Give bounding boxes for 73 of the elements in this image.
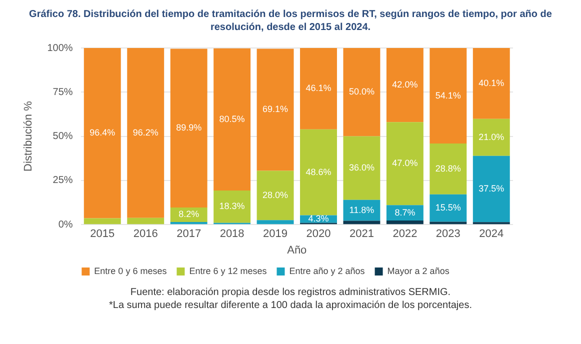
x-tick-label: 2015: [90, 228, 115, 240]
bar: [472, 156, 510, 222]
data-label: 89.9%: [176, 122, 202, 133]
bar: [386, 205, 424, 221]
x-tick-label: 2024: [479, 228, 504, 240]
data-label: 47.0%: [392, 158, 418, 168]
bar: [300, 129, 337, 216]
y-tick-label: 25%: [52, 175, 73, 186]
data-label: 15.5%: [435, 202, 461, 213]
data-label: 18.3%: [219, 201, 245, 212]
data-label: 4.3%: [308, 214, 329, 224]
bar: [343, 48, 380, 136]
bar: [127, 218, 164, 224]
data-label: 28.8%: [435, 163, 461, 174]
bar: [214, 48, 251, 191]
y-axis-title: Distribución %: [22, 100, 35, 172]
bar: [214, 190, 251, 223]
data-label: 8.7%: [394, 207, 416, 218]
data-label: 48.6%: [306, 166, 332, 177]
bar: [430, 194, 467, 222]
bar: [386, 48, 424, 122]
x-tick-label: 2020: [306, 228, 331, 240]
x-tick-label: 2017: [176, 228, 202, 240]
legend-label: Entre 0 y 6 meses: [94, 266, 168, 276]
y-tick-label: 50%: [52, 131, 73, 142]
x-axis-title: Año: [287, 244, 307, 256]
bar: [430, 144, 467, 194]
text: *La suma puede resultar diferente a 100 dada la aproximación de los porcentajes.: [108, 299, 473, 312]
legend-label: Entre año y 2 años: [289, 266, 366, 276]
bar: [127, 48, 164, 218]
x-tick-label: 2021: [349, 228, 374, 240]
bar: [256, 170, 294, 220]
bar: [430, 48, 467, 144]
data-label: 96.4%: [90, 128, 116, 138]
data-label: 11.8%: [349, 204, 374, 215]
data-label: 40.1%: [478, 78, 504, 88]
chart-title: Gráfico 78. Distribución del tiempo de tramitación de los permisos de RT, según rangos de tiempo, por año de resolución, desde el 2015 al 2024.: [28, 8, 553, 34]
data-label: 96.2%: [132, 127, 158, 138]
data-label: 50.0%: [348, 86, 374, 97]
bar: [256, 220, 294, 224]
bar: [343, 220, 380, 224]
legend-label: Entre 6 y 12 meses: [189, 266, 268, 276]
bar: [386, 122, 424, 206]
source-note: Fuente: elaboración propia desde los registros administrativos SERMIG.: [129, 286, 452, 299]
data-label: 42.0%: [392, 80, 418, 90]
y-tick-label: 0%: [58, 219, 73, 230]
y-tick-label: 75%: [52, 86, 73, 98]
data-label: 28.0%: [262, 190, 288, 200]
data-label: 36.0%: [348, 162, 374, 173]
bar: [300, 48, 337, 130]
bar: [170, 222, 208, 224]
bar: [170, 48, 208, 208]
data-label: 69.1%: [262, 104, 288, 114]
bar: [256, 48, 294, 171]
bar: [84, 48, 121, 218]
data-label: 37.5%: [478, 184, 504, 194]
x-tick-label: 2016: [133, 228, 158, 240]
data-label: 54.1%: [435, 90, 461, 100]
bar: [84, 218, 121, 224]
data-label: 46.1%: [306, 83, 332, 94]
data-label: 80.5%: [219, 114, 245, 124]
y-tick-label: 100%: [47, 42, 73, 54]
x-tick-label: 2023: [436, 228, 460, 240]
bar: [472, 48, 510, 119]
legend-label: Mayor a 2 años: [387, 266, 450, 276]
x-tick-label: 2022: [392, 228, 418, 240]
bar: [343, 136, 380, 200]
bar: [472, 118, 510, 156]
data-label: 8.2%: [178, 209, 200, 220]
data-label: 21.0%: [478, 132, 504, 142]
x-tick-label: 2019: [263, 228, 288, 240]
bar: [386, 220, 424, 224]
x-tick-label: 2018: [220, 228, 244, 240]
